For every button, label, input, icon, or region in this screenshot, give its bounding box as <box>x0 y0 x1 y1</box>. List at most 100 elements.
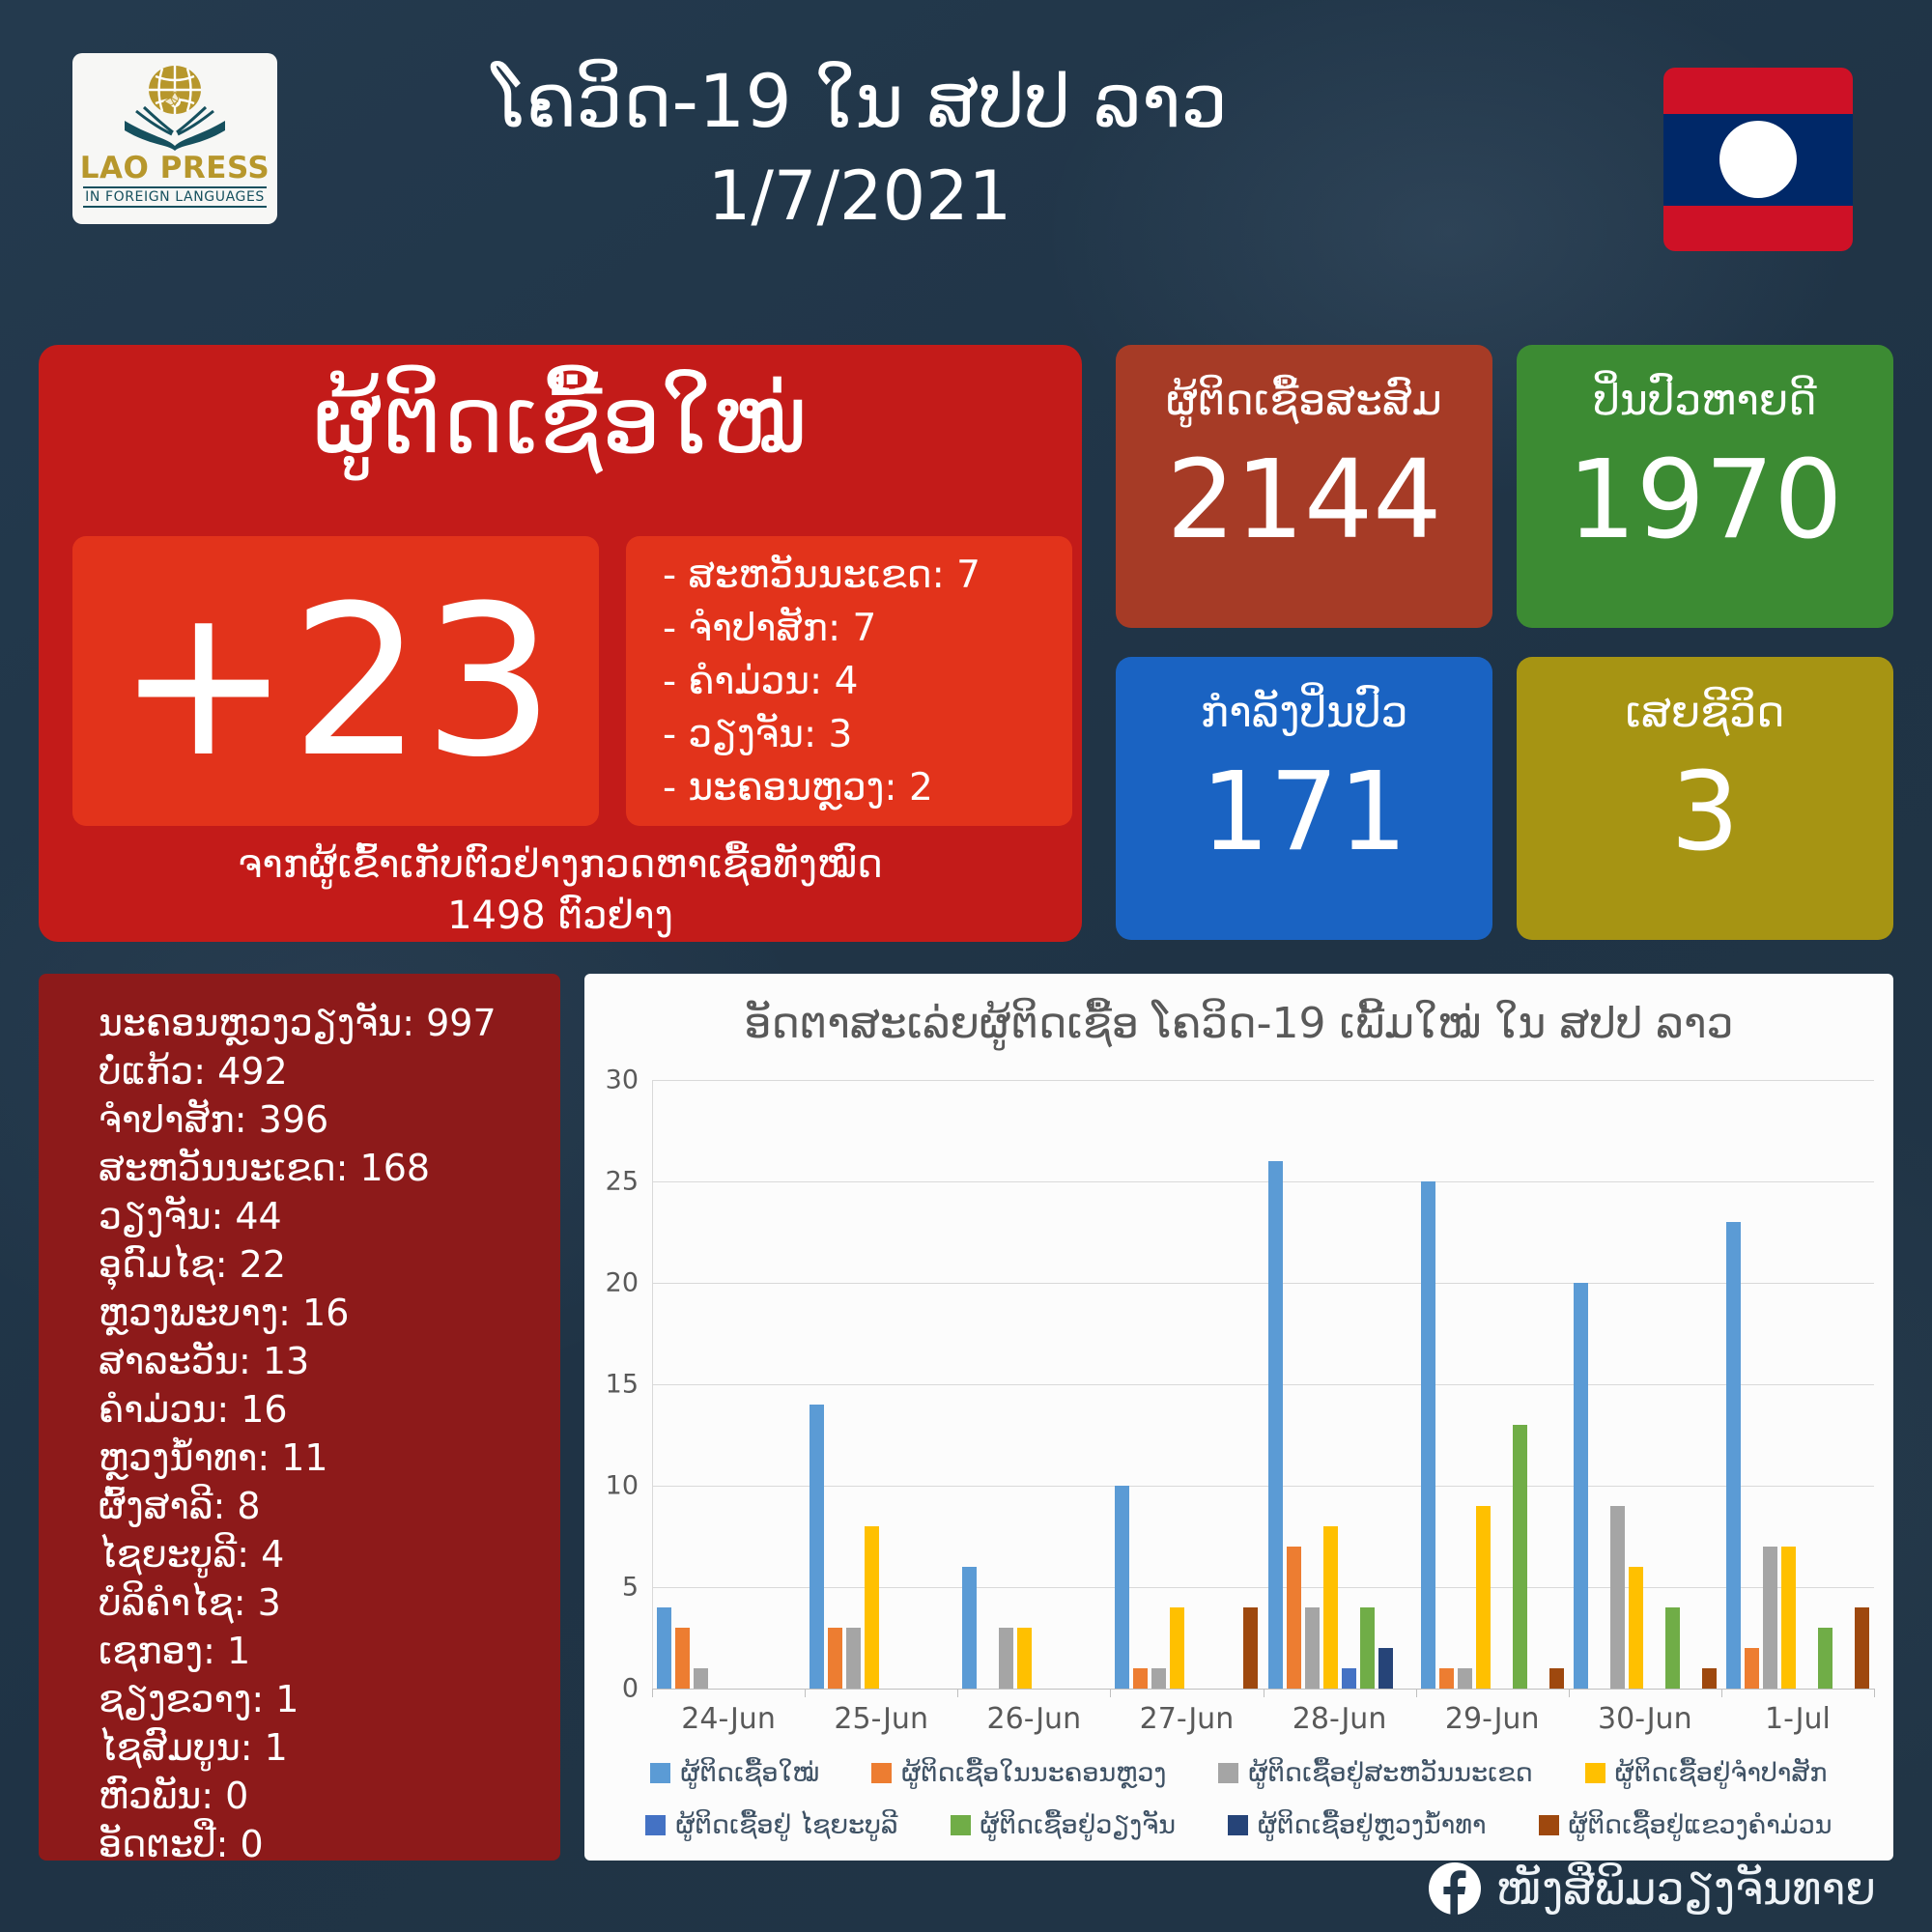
province-total-item: ນະຄອນຫຼວງວຽງຈັນ: 997 <box>99 1002 497 1044</box>
x-axis-tick <box>1568 1689 1570 1697</box>
legend-label: ຜູ້ຕິດເຊື້ອໃນນະຄອນຫຼວງ <box>901 1758 1167 1788</box>
bar-group-29-Jun <box>1416 1080 1569 1689</box>
legend-item: ຜູ້ຕິດເຊື້ອໃໝ່ <box>650 1758 819 1788</box>
province-total-item: ຜົ້ງສາລີ: 8 <box>99 1485 261 1527</box>
x-axis-label: 30-Jun <box>1598 1702 1692 1736</box>
legend-item: ຜູ້ຕິດເຊື້ອຢູ່ແຂວງຄຳມ່ວນ <box>1538 1810 1833 1840</box>
bar <box>1701 1668 1717 1689</box>
province-total-item: ຫົວພັນ: 0 <box>99 1775 249 1817</box>
province-total-item: ຫຼວງພະບາງ: 16 <box>99 1292 350 1334</box>
breakdown-item: - ຈຳປາສັກ: 7 <box>663 606 877 650</box>
chart-legend-row-1: ຜູ້ຕິດເຊື້ອໃໝ່ ຜູ້ຕິດເຊື້ອໃນນະຄອນຫຼວງ ຜູ້ຕ… <box>584 1758 1893 1788</box>
bar-group-25-Jun <box>805 1080 957 1689</box>
x-axis-tick <box>1110 1689 1112 1697</box>
bar <box>846 1628 862 1689</box>
new-cases-title: ຜູ້ຕິດເຊື້ອໃໝ່ <box>313 366 808 474</box>
stat-card-value: 1970 <box>1567 438 1843 563</box>
legend-item: ຜູ້ຕິດເຊື້ອຢູ່ ໄຊຍະບູລີ <box>645 1810 898 1840</box>
bar <box>1609 1506 1625 1689</box>
stat-card-value: 3 <box>1670 750 1740 875</box>
logo-title: LAO PRESS <box>79 151 270 185</box>
gridline-y-25 <box>652 1181 1874 1182</box>
bar <box>657 1607 672 1689</box>
bar <box>1341 1668 1356 1689</box>
province-total-item: ເຊກອງ: 1 <box>99 1630 251 1672</box>
bar <box>1628 1567 1643 1689</box>
flag-stripe-bottom <box>1663 205 1853 251</box>
legend-item: ຜູ້ຕິດເຊື້ອຢູ່ສະຫວັນນະເຂດ <box>1218 1758 1533 1788</box>
stat-card-value: 171 <box>1201 750 1407 875</box>
bar <box>999 1628 1014 1689</box>
province-total-item: ອັດຕະປື: 0 <box>99 1823 264 1865</box>
bar <box>1854 1607 1869 1689</box>
x-axis-label: 26-Jun <box>986 1702 1082 1736</box>
x-axis-label: 28-Jun <box>1292 1702 1387 1736</box>
bar <box>1664 1607 1680 1689</box>
province-total-item: ຫຼວງນ້ຳທາ: 11 <box>99 1436 328 1479</box>
x-axis-label: 24-Jun <box>681 1702 776 1736</box>
gridline-y-10 <box>652 1486 1874 1487</box>
y-axis-tick-label: 10 <box>605 1470 639 1501</box>
legend-label: ຜູ້ຕິດເຊື້ອຢູ່ສະຫວັນນະເຂດ <box>1248 1758 1533 1788</box>
y-axis-tick-label: 20 <box>605 1267 639 1298</box>
province-total-item: ອຸດົມໄຊ: 22 <box>99 1243 287 1286</box>
bar <box>810 1405 825 1689</box>
bar <box>828 1628 843 1689</box>
flag-stripe-middle <box>1663 113 1853 206</box>
legend-swatch <box>1538 1815 1559 1835</box>
chart-title: ອັດຕາສະເລ່ຍຜູ້ຕິດເຊື້ອ ໂຄວິດ-19 ເພີ້ມໃໝ່… <box>744 999 1734 1048</box>
bar <box>1170 1607 1185 1689</box>
y-axis-line <box>652 1080 653 1689</box>
bar-group-28-Jun <box>1264 1080 1416 1689</box>
x-axis-label: 29-Jun <box>1444 1702 1540 1736</box>
legend-swatch <box>1584 1763 1605 1783</box>
legend-label: ຜູ້ຕິດເຊື້ອໃໝ່ <box>680 1758 820 1788</box>
bar <box>1151 1668 1167 1689</box>
bar <box>865 1526 880 1689</box>
bar <box>1457 1668 1472 1689</box>
legend-swatch <box>645 1815 667 1835</box>
bar <box>1512 1425 1527 1689</box>
flag-moon-circle <box>1719 121 1797 198</box>
stat-card-label: ປິ່ນປົວຫາຍດີ <box>1593 376 1817 425</box>
legend-label: ຜູ້ຕິດເຊື້ອຢູ່ຈຳປາສັກ <box>1614 1758 1828 1788</box>
legend-label: ຜູ້ຕິດເຊື້ອຢູ່ວຽງຈັນ <box>980 1810 1177 1840</box>
bar <box>1286 1547 1301 1689</box>
legend-swatch <box>650 1763 671 1783</box>
bar <box>1548 1668 1564 1689</box>
stat-card-recovered: ປິ່ນປົວຫາຍດີ 1970 <box>1517 345 1893 628</box>
bar-group-30-Jun <box>1569 1080 1721 1689</box>
x-axis-label: 1-Jul <box>1765 1702 1831 1736</box>
y-axis-tick-label: 0 <box>621 1673 639 1704</box>
bar <box>1475 1506 1491 1689</box>
province-total-item: ຈຳປາສັກ: 396 <box>99 1098 329 1141</box>
legend-item: ຜູ້ຕິດເຊື້ອຢູ່ວຽງຈັນ <box>950 1810 1177 1840</box>
gridline-y-5 <box>652 1587 1874 1588</box>
lao-press-globe-book-icon <box>125 66 225 151</box>
page-title: ໂຄວິດ-19 ໃນ ສປປ ລາວ <box>492 58 1228 144</box>
legend-swatch <box>871 1763 893 1783</box>
samples-caption-line1: ຈາກຜູ້ເຂົ້າເກັບຕົວຢ່າງກວດຫາເຊື້ອທັງໝົດ <box>238 842 883 887</box>
bar <box>1762 1547 1777 1689</box>
x-axis-tick <box>1415 1689 1417 1697</box>
x-axis-label: 25-Jun <box>834 1702 928 1736</box>
stat-card-deaths: ເສຍຊີວິດ 3 <box>1517 657 1893 940</box>
bar <box>962 1567 978 1689</box>
facebook-footer[interactable]: ໜັງສືພິມວຽງຈັນທາຍ <box>1428 1862 1876 1915</box>
gridline-y-15 <box>652 1384 1874 1385</box>
y-axis-tick-label: 25 <box>605 1166 639 1197</box>
laos-flag <box>1663 68 1853 251</box>
new-cases-breakdown-box: - ສະຫວັນນະເຂດ: 7 - ຈຳປາສັກ: 7 - ຄຳມ່ວນ: 4 -… <box>626 536 1072 826</box>
bar-group-1-Jul <box>1721 1080 1874 1689</box>
bar <box>1438 1668 1454 1689</box>
bar <box>1267 1161 1283 1689</box>
province-total-item: ບໍລິຄຳໄຊ: 3 <box>99 1581 281 1624</box>
legend-swatch <box>950 1815 971 1835</box>
province-total-item: ຄຳມ່ວນ: 16 <box>99 1388 288 1431</box>
legend-label: ຜູ້ຕິດເຊື້ອຢູ່ຫຼວງນ້ຳທາ <box>1258 1810 1487 1840</box>
new-cases-count-box: +23 <box>72 536 599 826</box>
bar <box>694 1668 709 1689</box>
samples-caption-line2: 1498 ຕົວຢ່າງ <box>447 894 673 938</box>
facebook-page-name: ໜັງສືພິມວຽງຈັນທາຍ <box>1495 1862 1876 1915</box>
